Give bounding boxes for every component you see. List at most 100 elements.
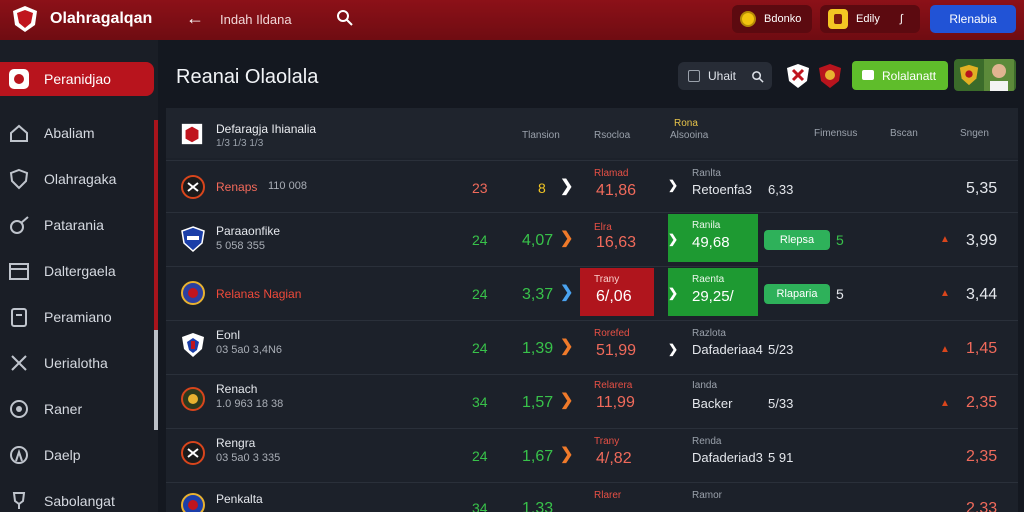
chevron-right-icon[interactable]: ❯: [560, 338, 574, 355]
sidebar: Peranidjao Abaliam Olahragaka Patarania …: [0, 40, 158, 512]
sidebar-scroll-thumb[interactable]: [154, 120, 158, 330]
table-row[interactable]: [166, 320, 1018, 372]
trend-down-icon: ▲: [940, 398, 950, 409]
box-value[interactable]: 51,99: [596, 342, 637, 359]
chevron-right-icon[interactable]: ❯: [560, 230, 574, 247]
odds-value[interactable]: 1,57: [522, 394, 554, 411]
odds-value[interactable]: 24: [472, 448, 488, 464]
table-row[interactable]: [166, 482, 1018, 512]
filter-button[interactable]: Uhait: [678, 62, 772, 90]
sidebar-item-olahragaka[interactable]: Olahragaka: [0, 162, 150, 196]
sidebar-item-raner[interactable]: Raner: [0, 392, 150, 426]
chevron-right-icon[interactable]: ❯: [668, 232, 679, 246]
status-tag[interactable]: Rlepsa: [764, 230, 830, 250]
final-odds[interactable]: 2,35: [966, 448, 998, 465]
chevron-right-icon[interactable]: ❯: [668, 342, 679, 356]
ball-icon: [10, 400, 28, 418]
odds-value[interactable]: 1,33: [522, 500, 554, 512]
status-tag[interactable]: Rlaparia: [764, 284, 830, 304]
final-odds[interactable]: 5,35: [966, 180, 998, 197]
column-header[interactable]: Rona: [674, 118, 698, 129]
sidebar-item-label: Daelp: [44, 447, 81, 463]
column-header[interactable]: Tlansion: [522, 130, 560, 141]
chevron-right-icon[interactable]: ❯: [668, 286, 679, 300]
sidebar-item-abaliam[interactable]: Abaliam: [0, 116, 150, 150]
chevron-right-icon[interactable]: ❯: [668, 178, 679, 192]
info-number: 5/33: [768, 396, 794, 411]
chevron-right-icon[interactable]: ❯: [560, 392, 574, 409]
badge-icon: [828, 9, 848, 29]
final-odds[interactable]: 3,44: [966, 286, 998, 303]
sidebar-item-daelp[interactable]: Daelp: [0, 438, 150, 472]
club-badge-icon[interactable]: [784, 62, 812, 90]
odds-value[interactable]: 1,67: [522, 448, 554, 465]
team-name: Renaps: [216, 180, 258, 194]
column-header[interactable]: Sngen: [960, 128, 989, 139]
box-value[interactable]: 41,86: [596, 182, 637, 199]
info-value: Retoenfa3: [692, 182, 752, 197]
team-name: Eonl: [216, 328, 241, 342]
odds-highlight-negative[interactable]: [580, 268, 654, 316]
final-odds[interactable]: 3,99: [966, 232, 998, 249]
final-odds[interactable]: 1,45: [966, 340, 998, 357]
odds-value[interactable]: 1,39: [522, 340, 554, 357]
odds-value[interactable]: 24: [472, 232, 488, 248]
back-arrow-icon[interactable]: ←: [186, 8, 204, 28]
table-row[interactable]: [166, 374, 1018, 426]
chevron-right-icon[interactable]: ❯: [560, 178, 574, 195]
green-action-label: Rolalanatt: [882, 69, 937, 83]
odds-value[interactable]: 24: [472, 340, 488, 356]
sidebar-item-sabolangat[interactable]: Sabolangat: [0, 484, 150, 512]
chevron-right-icon[interactable]: ❯: [560, 284, 574, 301]
sidebar-item-peranidjao[interactable]: Peranidjao: [0, 62, 150, 96]
odds-value[interactable]: 4,07: [522, 232, 554, 249]
sidebar-item-patarania[interactable]: Patarania: [0, 208, 150, 242]
column-header[interactable]: Alsooina: [670, 130, 709, 141]
box-value[interactable]: 11,99: [596, 394, 635, 411]
sidebar-item-label: Abaliam: [44, 125, 95, 141]
team-name: Penkalta: [216, 492, 263, 506]
soccer-crest-icon: [9, 69, 29, 89]
top-cta-button[interactable]: Rlenabia: [930, 5, 1016, 33]
user-avatar[interactable]: [954, 59, 1016, 91]
box-value[interactable]: 16,63: [596, 234, 637, 251]
search-icon[interactable]: [336, 9, 354, 27]
user-pill[interactable]: Edily ∫: [820, 5, 920, 33]
league-crest-icon: [181, 123, 203, 145]
chevron-right-icon[interactable]: ❯: [560, 446, 574, 463]
final-odds[interactable]: 2,35: [966, 394, 998, 411]
table-row[interactable]: [166, 266, 1018, 318]
odds-value[interactable]: 34: [472, 500, 488, 512]
table-row[interactable]: [166, 212, 1018, 264]
odds-value[interactable]: 23: [472, 180, 488, 196]
box-value[interactable]: 4/,82: [596, 450, 632, 467]
table-row[interactable]: [166, 160, 1018, 212]
team-name: Renach: [216, 382, 258, 396]
odds-value[interactable]: 8: [538, 180, 546, 196]
sidebar-item-label: Raner: [44, 401, 83, 417]
rival-badge-icon[interactable]: [816, 62, 844, 90]
sidebar-scroll-thumb-secondary[interactable]: [154, 330, 158, 430]
green-action-button[interactable]: Rolalanatt: [852, 61, 948, 90]
sidebar-item-peramiano[interactable]: Peramiano: [0, 300, 150, 334]
odds-highlight-positive[interactable]: [668, 214, 758, 262]
odds-value[interactable]: 3,37: [522, 286, 554, 303]
tag-count: 5: [836, 232, 844, 248]
sidebar-item-daltergaela[interactable]: Daltergaela: [0, 254, 150, 288]
odds-highlight-positive[interactable]: [668, 268, 758, 316]
table-row[interactable]: [166, 428, 1018, 480]
column-header[interactable]: Bscan: [890, 128, 918, 139]
column-header[interactable]: Rsocloa: [594, 130, 631, 141]
odds-value[interactable]: 24: [472, 286, 488, 302]
sidebar-item-uerialotha[interactable]: Uerialotha: [0, 346, 150, 380]
shield-icon: [9, 168, 29, 190]
profile-photo-icon: [984, 59, 1014, 91]
odds-value[interactable]: 34: [472, 394, 488, 410]
final-odds[interactable]: 2,33: [966, 500, 998, 512]
calendar-icon: [9, 263, 29, 280]
box-value[interactable]: 6/,06: [596, 288, 632, 305]
coins-pill[interactable]: Bdonko: [732, 5, 812, 33]
team-name: Rengra: [216, 436, 256, 450]
page-title: Reanai Olaolala: [176, 66, 319, 88]
column-header[interactable]: Fimensus: [814, 128, 858, 139]
